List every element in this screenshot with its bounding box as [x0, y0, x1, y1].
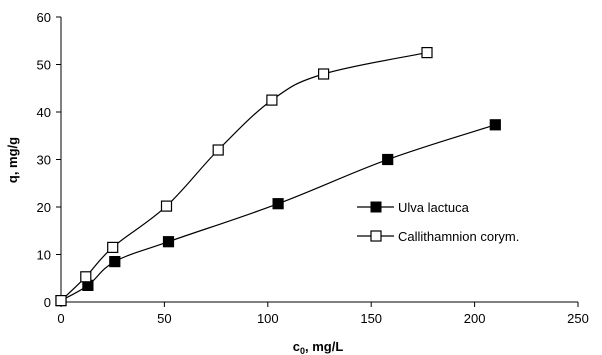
series-lines	[60, 52, 496, 302]
data-point-callithamnion	[212, 144, 224, 156]
y-axis-title: q, mg/g	[5, 137, 20, 183]
tick-labels: 0 50 100 150 200 250 0 10 20 30 40 50 60	[37, 10, 589, 326]
y-tick-label: 10	[37, 248, 51, 263]
x-tick-label: 100	[257, 311, 279, 326]
legend-marker-callithamnion	[370, 230, 382, 242]
y-tick-label: 40	[37, 105, 51, 120]
series-markers	[55, 46, 501, 307]
data-point-ulva	[382, 153, 394, 166]
data-point-callithamnion	[107, 241, 119, 253]
x-tick-label: 250	[567, 311, 589, 326]
y-tick-label: 0	[44, 295, 51, 310]
data-point-callithamnion	[55, 295, 67, 307]
legend-item-ulva: Ulva lactuca	[357, 200, 470, 215]
legend-marker-ulva	[370, 201, 382, 213]
x-tick-label: 150	[360, 311, 382, 326]
data-point-callithamnion	[80, 271, 92, 283]
legend-label-callithamnion: Callithamnion corym.	[398, 229, 519, 244]
data-point-ulva	[489, 119, 501, 131]
y-tick-label: 60	[37, 10, 51, 25]
y-tick-label: 50	[37, 58, 51, 73]
axes	[56, 16, 579, 307]
data-point-callithamnion	[318, 68, 330, 80]
legend-item-callithamnion: Callithamnion corym.	[357, 229, 519, 244]
data-point-callithamnion	[421, 46, 433, 59]
data-point-ulva	[272, 198, 284, 210]
x-tick-label: 50	[157, 311, 171, 326]
data-point-callithamnion	[266, 94, 278, 106]
x-axis-title: c0, mg/L	[293, 339, 344, 355]
y-tick-label: 30	[37, 153, 51, 168]
x-tick-label: 0	[57, 311, 64, 326]
data-point-callithamnion	[160, 200, 173, 212]
x-tick-label: 200	[464, 311, 486, 326]
legend-label-ulva: Ulva lactuca	[398, 200, 470, 215]
y-tick-label: 20	[37, 200, 51, 215]
legend: Ulva lactuca Callithamnion corym.	[357, 200, 519, 244]
data-point-ulva	[162, 236, 175, 248]
data-point-ulva	[109, 256, 121, 268]
